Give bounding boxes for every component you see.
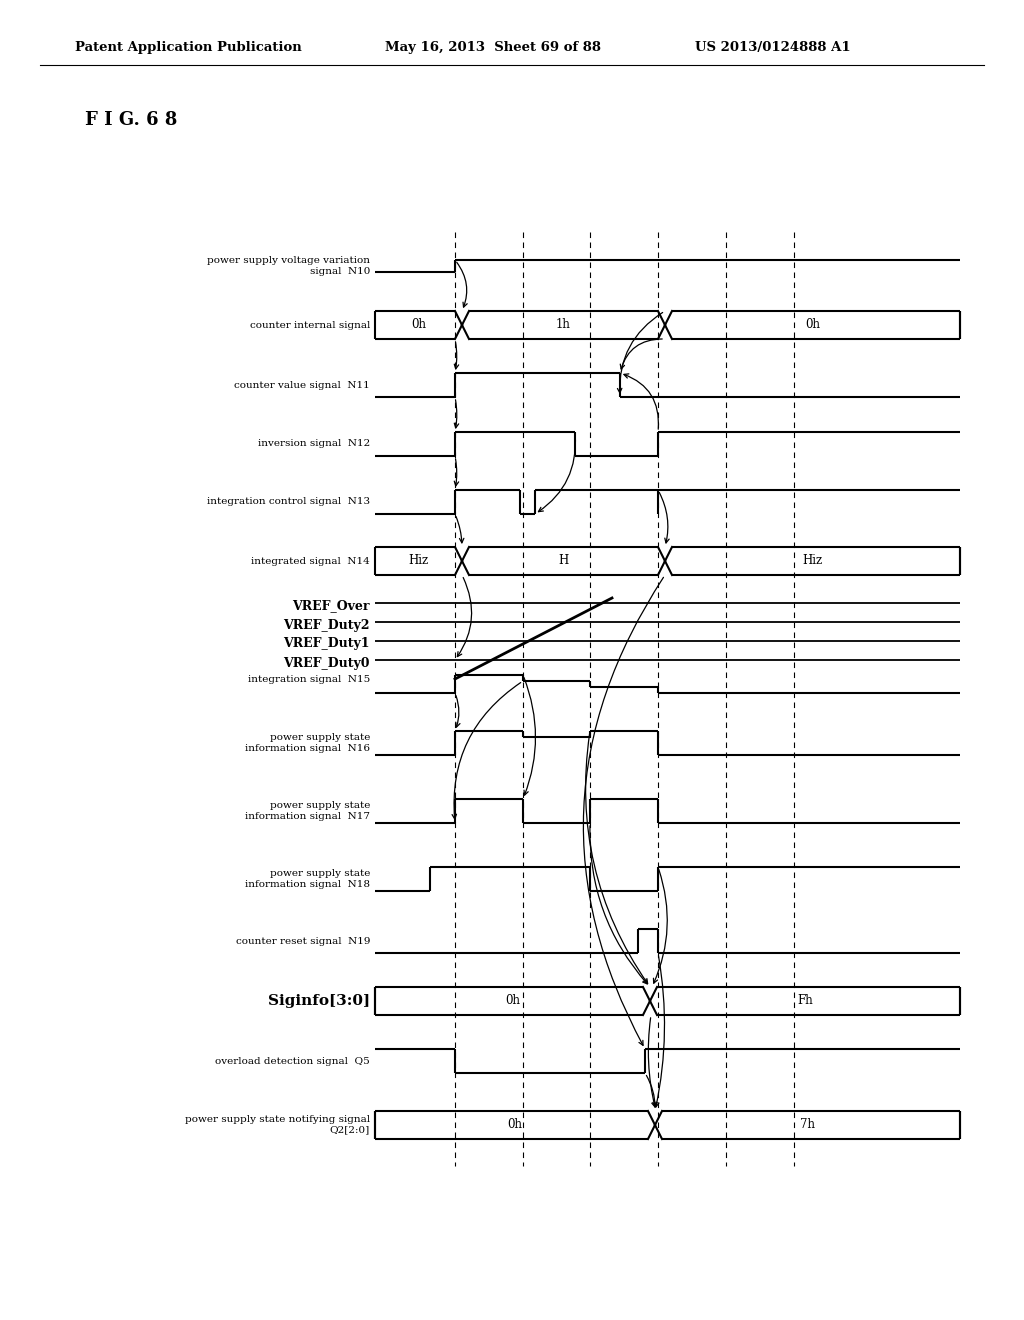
Text: power supply state
information signal  N17: power supply state information signal N1…	[245, 801, 370, 821]
Text: F I G. 6 8: F I G. 6 8	[85, 111, 177, 129]
Text: 0h: 0h	[805, 318, 820, 331]
Text: counter reset signal  N19: counter reset signal N19	[236, 936, 370, 945]
Text: 0h: 0h	[411, 318, 426, 331]
Text: integrated signal  N14: integrated signal N14	[251, 557, 370, 565]
Text: counter internal signal: counter internal signal	[250, 321, 370, 330]
Text: Siginfo[3:0]: Siginfo[3:0]	[268, 994, 370, 1008]
Text: power supply voltage variation
signal  N10: power supply voltage variation signal N1…	[207, 256, 370, 276]
Text: Hiz: Hiz	[409, 554, 429, 568]
Text: integration signal  N15: integration signal N15	[248, 676, 370, 685]
Text: Hiz: Hiz	[803, 554, 822, 568]
Text: overload detection signal  Q5: overload detection signal Q5	[215, 1056, 370, 1065]
Text: VREF_Duty0: VREF_Duty0	[284, 656, 370, 669]
Text: VREF_Over: VREF_Over	[293, 599, 370, 612]
Text: Patent Application Publication: Patent Application Publication	[75, 41, 302, 54]
Text: Fh: Fh	[797, 994, 813, 1007]
Text: 1h: 1h	[556, 318, 571, 331]
Text: VREF_Duty2: VREF_Duty2	[284, 619, 370, 631]
Text: US 2013/0124888 A1: US 2013/0124888 A1	[695, 41, 851, 54]
Text: 7h: 7h	[800, 1118, 815, 1131]
Text: 0h: 0h	[505, 994, 520, 1007]
Text: H: H	[558, 554, 568, 568]
Text: power supply state
information signal  N18: power supply state information signal N1…	[245, 870, 370, 888]
Text: power supply state notifying signal
Q2[2:0]: power supply state notifying signal Q2[2…	[185, 1115, 370, 1135]
Text: integration control signal  N13: integration control signal N13	[207, 498, 370, 507]
Text: VREF_Duty1: VREF_Duty1	[284, 638, 370, 651]
Text: inversion signal  N12: inversion signal N12	[258, 440, 370, 449]
Text: counter value signal  N11: counter value signal N11	[234, 380, 370, 389]
Text: 0h: 0h	[508, 1118, 522, 1131]
Text: May 16, 2013  Sheet 69 of 88: May 16, 2013 Sheet 69 of 88	[385, 41, 601, 54]
Text: power supply state
information signal  N16: power supply state information signal N1…	[245, 734, 370, 752]
